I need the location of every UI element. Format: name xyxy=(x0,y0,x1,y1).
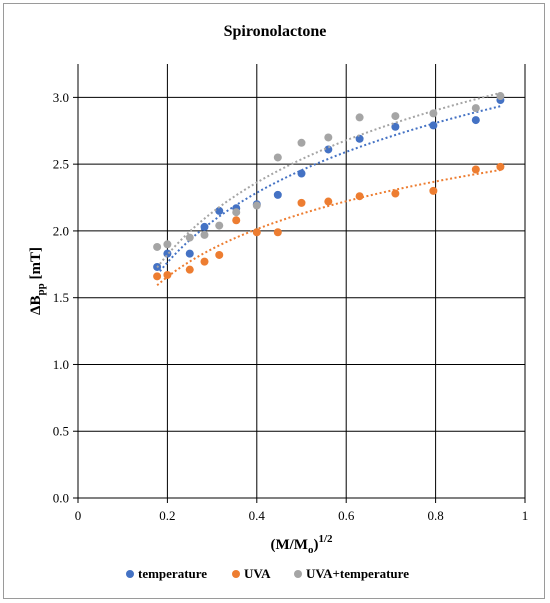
data-point xyxy=(252,201,261,210)
y-axis-label: ΔBpp [mT] xyxy=(28,247,47,315)
data-point xyxy=(429,121,438,130)
data-point xyxy=(355,113,364,122)
data-point xyxy=(429,109,438,118)
chart-title: Spironolactone xyxy=(224,23,327,40)
data-point xyxy=(215,250,224,259)
y-axis-label-base: ΔB xyxy=(28,296,44,315)
x-tick-label: 0.6 xyxy=(338,508,355,523)
data-point xyxy=(355,134,364,143)
y-tick-label: 1.0 xyxy=(53,357,69,372)
data-point xyxy=(200,257,209,266)
legend-label: UVA+temperature xyxy=(306,566,409,581)
data-point xyxy=(391,112,400,121)
data-point xyxy=(273,228,282,237)
x-tick-label: 0.2 xyxy=(159,508,175,523)
data-point xyxy=(297,169,306,178)
x-tick-label: 0 xyxy=(75,508,82,523)
data-point xyxy=(471,165,480,174)
data-point xyxy=(153,272,162,281)
chart-frame xyxy=(3,3,545,599)
data-point xyxy=(200,230,209,239)
data-point xyxy=(391,122,400,131)
x-axis-label-sup: 1/2 xyxy=(318,533,333,545)
data-point xyxy=(185,233,194,242)
series-uva-temperature xyxy=(153,91,505,269)
legend-label: temperature xyxy=(138,566,207,581)
data-point xyxy=(297,198,306,207)
x-tick-label: 1 xyxy=(522,508,529,523)
x-axis-label-post: ) xyxy=(313,537,318,553)
data-point xyxy=(297,138,306,147)
legend-marker xyxy=(126,570,134,578)
series-temperature xyxy=(153,96,505,276)
data-point xyxy=(273,153,282,162)
data-point xyxy=(185,249,194,258)
y-tick-label: 0.0 xyxy=(53,491,69,506)
x-tick-label: 0.4 xyxy=(249,508,266,523)
y-axis-label-sub: pp xyxy=(35,283,47,295)
data-point xyxy=(496,92,505,101)
data-point xyxy=(324,197,333,206)
data-point xyxy=(429,186,438,195)
x-axis-label: (M/Mo)1/2 xyxy=(270,533,333,556)
trendline xyxy=(156,91,501,269)
data-point xyxy=(215,221,224,230)
data-point xyxy=(200,222,209,231)
data-point xyxy=(215,206,224,215)
y-tick-label: 1.5 xyxy=(53,290,69,305)
data-point xyxy=(471,104,480,113)
trendline xyxy=(156,169,501,287)
data-point xyxy=(153,242,162,251)
legend-marker xyxy=(294,570,302,578)
series-uva xyxy=(153,162,505,287)
data-point xyxy=(273,190,282,199)
y-tick-label: 3.0 xyxy=(53,90,69,105)
y-tick-label: 2.5 xyxy=(53,157,69,172)
trendline xyxy=(156,105,501,276)
y-tick-label: 2.0 xyxy=(53,223,69,238)
legend-label: UVA xyxy=(244,566,271,581)
y-tick-label: 0.5 xyxy=(53,424,69,439)
y-axis-label-post: [mT] xyxy=(28,247,44,283)
data-point xyxy=(496,162,505,171)
data-point xyxy=(163,249,172,258)
data-point xyxy=(471,116,480,125)
data-point xyxy=(163,270,172,279)
x-tick-label: 0.8 xyxy=(427,508,443,523)
legend-marker xyxy=(232,570,240,578)
data-point xyxy=(163,240,172,249)
x-axis-label-sub: o xyxy=(308,544,314,556)
data-point xyxy=(355,192,364,201)
data-point xyxy=(391,189,400,198)
data-point xyxy=(324,133,333,142)
data-point xyxy=(232,216,241,225)
data-point xyxy=(185,265,194,274)
data-point xyxy=(252,228,261,237)
x-axis-label-base: (M/M xyxy=(270,537,307,553)
data-point xyxy=(232,208,241,217)
